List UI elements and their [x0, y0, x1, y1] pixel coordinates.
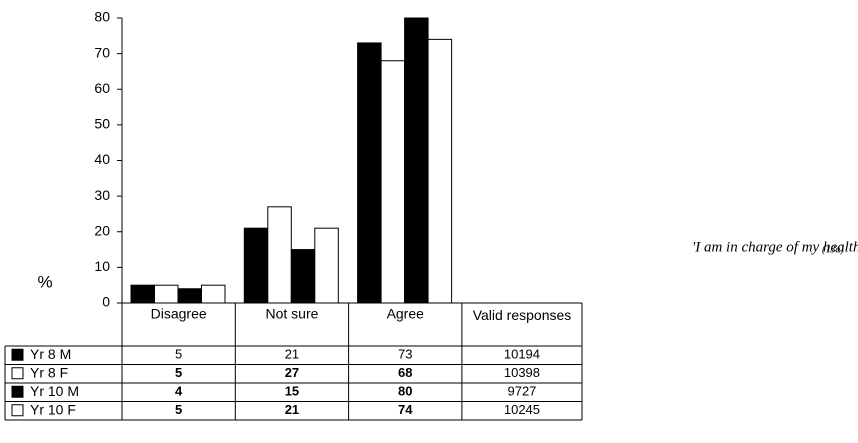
bar	[380, 60, 406, 304]
table-value: 4	[175, 384, 183, 399]
bar	[243, 227, 269, 304]
x-tick-label: Agree	[387, 306, 425, 322]
y-tick-label: 80	[94, 9, 110, 25]
table-value: 73	[398, 347, 412, 362]
bar	[314, 227, 339, 304]
x-tick-label: Not sure	[265, 306, 318, 322]
bar	[130, 284, 155, 304]
legend-swatch	[11, 385, 24, 398]
bar	[404, 17, 429, 304]
bar	[177, 288, 202, 304]
table-value: 15	[285, 384, 299, 399]
table-value: 21	[285, 347, 299, 362]
y-tick-label: 20	[94, 222, 110, 238]
legend-label: Yr 8 F	[30, 364, 68, 380]
table-value: 27	[285, 365, 299, 380]
table-value: 74	[398, 402, 413, 417]
bar	[201, 284, 226, 304]
table-value: 68	[398, 365, 412, 380]
legend-label: Yr 10 M	[30, 383, 79, 399]
legend-label: Yr 10 F	[30, 401, 76, 417]
bar	[267, 206, 292, 304]
x-tick-label: Disagree	[151, 306, 207, 322]
y-tick-label: 0	[102, 294, 110, 310]
legend-label: Yr 8 M	[30, 346, 71, 362]
valid-value: 10398	[504, 365, 540, 380]
table-value: 5	[175, 365, 182, 380]
bar	[154, 284, 179, 304]
y-tick-label: 50	[94, 116, 110, 132]
table-value: 5	[175, 347, 182, 362]
valid-header: Valid responses	[472, 307, 572, 323]
table-value: 21	[285, 402, 299, 417]
bar	[290, 249, 316, 304]
bar	[357, 42, 382, 304]
legend-swatch	[11, 348, 24, 361]
bar	[427, 38, 453, 304]
y-tick-label: 10	[94, 258, 110, 274]
y-tick-label: 70	[94, 44, 110, 60]
y-tick-label: 40	[94, 151, 110, 167]
y-axis-label: %	[37, 272, 52, 291]
annotation: 'I am in charge of my health"	[692, 239, 858, 255]
legend-swatch	[11, 367, 24, 380]
y-tick-label: 60	[94, 80, 110, 96]
table-value: 5	[175, 402, 182, 417]
valid-value: 9727	[507, 384, 536, 399]
valid-value: 10245	[504, 402, 540, 417]
legend-swatch	[11, 404, 24, 417]
annotation-ref: (13a)	[822, 244, 844, 255]
table-value: 80	[398, 384, 412, 399]
valid-value: 10194	[504, 347, 540, 362]
y-tick-label: 30	[94, 187, 110, 203]
